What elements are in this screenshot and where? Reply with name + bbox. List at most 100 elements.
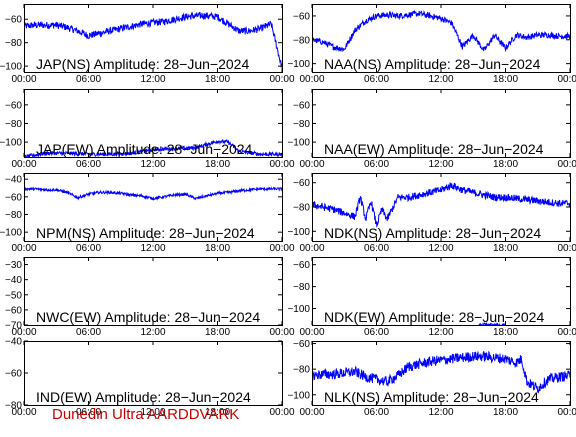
x-tick-label: 18:00 [493,407,518,418]
panel-8: −100−80−6000:0006:0012:0018:0000:00NDK(E… [287,257,576,338]
x-tick-label: 00:00 [557,407,576,418]
chart-title: JAP(EW) Amplitude: 28−Jun−2024 [36,141,253,157]
panel-2: −100−80−6000:0006:0012:0018:0000:00NAA(N… [287,4,576,85]
y-tick-label: −100 [0,62,22,73]
x-tick-label: 00:00 [557,74,576,85]
x-tick-label: 18:00 [205,159,230,170]
x-tick-label: 06:00 [76,74,101,85]
y-tick-label: −80 [293,282,310,293]
footer-credit: Dunedin Ultra AARDDVARK [52,406,240,423]
y-tick-label: −80 [293,365,310,376]
y-tick-label: −100 [0,228,22,239]
x-tick-label: 18:00 [205,407,230,418]
chart-title: NWC(EW) Amplitude: 28−Jun−2024 [36,309,260,325]
y-tick-label: −80 [5,210,22,221]
x-tick-label: 18:00 [493,327,518,338]
x-tick-label: 00:00 [11,159,36,170]
y-tick-label: −40 [5,275,22,286]
x-tick-label: 00:00 [299,159,324,170]
x-tick-label: 06:00 [364,407,389,418]
x-tick-label: 00:00 [269,159,294,170]
x-tick-label: 12:00 [140,74,165,85]
x-tick-label: 18:00 [205,74,230,85]
x-tick-label: 06:00 [364,159,389,170]
x-tick-label: 06:00 [364,327,389,338]
x-tick-label: 12:00 [428,159,453,170]
x-tick-label: 18:00 [493,74,518,85]
x-tick-label: 18:00 [493,159,518,170]
x-tick-label: 12:00 [428,74,453,85]
x-tick-label: 00:00 [11,74,36,85]
x-tick-label: 06:00 [76,327,101,338]
y-tick-label: −60 [5,192,22,203]
chart-title: IND(EW) Amplitude: 28−Jun−2024 [36,389,251,405]
x-tick-label: 00:00 [557,159,576,170]
chart-title: NAA(NS) Amplitude: 28−Jun−2024 [324,56,541,72]
x-tick-label: 12:00 [428,407,453,418]
chart-title: JAP(NS) Amplitude: 28−Jun−2024 [36,56,249,72]
y-tick-label: −80 [293,119,310,130]
y-tick-label: −80 [293,35,310,46]
y-tick-label: −80 [5,119,22,130]
y-tick-label: −60 [5,100,22,111]
trace-line-panel-5 [24,186,282,201]
y-tick-label: −60 [293,100,310,111]
y-tick-label: −80 [5,38,22,49]
chart-title: NLK(NS) Amplitude: 28−Jun−2024 [324,389,539,405]
y-tick-label: −80 [5,401,22,412]
trace-line-panel-8 [478,322,506,325]
x-tick-label: 00:00 [299,407,324,418]
y-tick-label: −60 [5,305,22,316]
x-tick-label: 00:00 [269,243,294,254]
x-tick-label: 18:00 [205,243,230,254]
x-tick-label: 00:00 [269,327,294,338]
chart-title: NDK(NS) Amplitude: 28−Jun−2024 [324,225,541,241]
panel-10: −100−80−6000:0006:0012:0018:0000:00NLK(N… [287,339,576,418]
y-tick-label: −40 [5,337,22,348]
y-tick-label: −60 [293,260,310,271]
trace-line-panel-6 [312,182,570,228]
y-tick-label: −30 [5,260,22,271]
panel-7: −70 −60 −50 −40 −30 00:00 06:00 12:00 18:00 00:00… [5,257,295,338]
x-tick-label: 18:00 [493,243,518,254]
y-tick-label: −100 [287,59,310,70]
trace-line-panel-2 [312,9,570,53]
x-tick-label: 12:00 [140,159,165,170]
y-tick-label: −80 [293,203,310,214]
trace-line-panel-3 [24,139,282,157]
x-tick-label: 12:00 [428,243,453,254]
y-tick-label: −100 [287,304,310,315]
chart-title: NAA(EW) Amplitude: 28−Jun−2024 [324,141,544,157]
y-tick-label: −70 [5,321,22,332]
x-tick-label: 00:00 [11,407,36,418]
y-tick-label: −60 [5,369,22,380]
x-tick-label: 00:00 [299,243,324,254]
chart-title: NPM(NS) Amplitude: 28−Jun−2024 [36,225,255,241]
x-tick-label: 00:00 [557,243,576,254]
y-tick-label: −100 [287,227,310,238]
x-tick-label: 06:00 [76,407,101,418]
y-tick-label: −100 [0,138,22,149]
panel-4: −100−80−6000:0006:0012:0018:0000:00NAA(E… [287,89,576,170]
x-tick-label: 06:00 [364,74,389,85]
x-tick-label: 00:00 [269,407,294,418]
x-tick-label: 12:00 [140,327,165,338]
x-tick-label: 06:00 [76,243,101,254]
y-tick-label: −40 [5,175,22,186]
x-tick-label: 00:00 [299,74,324,85]
y-tick-label: −60 [293,178,310,189]
x-tick-label: 12:00 [428,327,453,338]
y-tick-label: −60 [293,11,310,22]
x-tick-label: 00:00 [269,74,294,85]
y-tick-label: −60 [5,15,22,26]
x-tick-label: 00:00 [299,327,324,338]
panel-6: −100−80−6000:0006:0012:0018:0000:00NDK(N… [287,173,576,254]
x-tick-label: 12:00 [140,407,165,418]
x-tick-label: 18:00 [205,327,230,338]
